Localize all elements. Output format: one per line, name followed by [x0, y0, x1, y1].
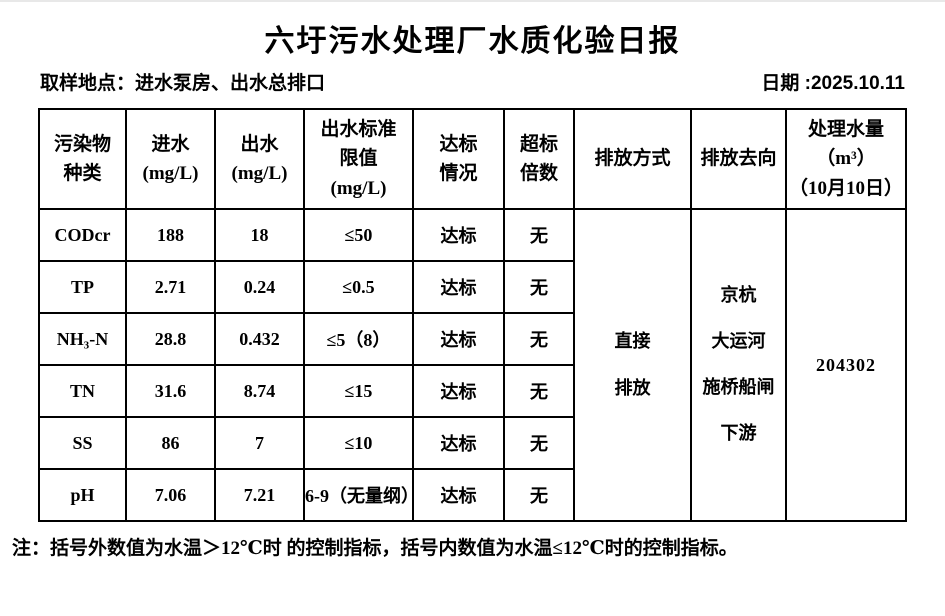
table-row-codcr: CODcr 188 18 ≤50 达标 无 直接 排放 京杭 大运河 施桥船闸 … — [38, 208, 907, 522]
table-row-tn: TN 31.6 8.74 ≤15 达标 无 — [38, 364, 906, 418]
cell-status: 达标 — [412, 468, 505, 522]
cell-limit: ≤0.5 — [303, 260, 414, 314]
col-header-effluent-limit: 出水标准 限值 (mg/L) — [303, 108, 414, 210]
cell-status: 达标 — [412, 260, 505, 314]
cell-exceedance: 无 — [503, 364, 575, 418]
cell-status: 达标 — [412, 364, 505, 418]
cell-pollutant: CODcr — [38, 208, 127, 262]
cell-limit: ≤10 — [303, 416, 414, 470]
cell-pollutant: NH₃-N — [38, 312, 127, 366]
cell-limit: ≤5（8） — [303, 312, 414, 366]
col-header-effluent: 出水 (mg/L) — [214, 108, 305, 210]
cell-pollutant: TN — [38, 364, 127, 418]
cell-pollutant: pH — [38, 468, 127, 522]
cell-pollutant: TP — [38, 260, 127, 314]
cell-exceedance: 无 — [503, 468, 575, 522]
cell-exceedance: 无 — [503, 312, 575, 366]
table-row-nh3n: NH₃-N 28.8 0.432 ≤5（8） 达标 无 — [38, 312, 906, 366]
cell-influent: 188 — [125, 208, 216, 262]
cell-effluent: 18 — [214, 208, 305, 262]
cell-effluent: 7 — [214, 416, 305, 470]
cell-influent: 31.6 — [125, 364, 216, 418]
report-title: 六圩污水处理厂水质化验日报 — [264, 25, 681, 58]
report-date-label: 日期 :2025.10.11 — [761, 73, 905, 94]
cell-exceedance: 无 — [503, 208, 575, 262]
cell-influent: 86 — [125, 416, 216, 470]
cell-status: 达标 — [412, 312, 505, 366]
header-row: 污染物 种类 进水 (mg/L) 出水 (mg/L) 出水标准 限值 (mg/L… — [38, 108, 907, 210]
cell-discharge-destination: 京杭 大运河 施桥船闸 下游 — [690, 208, 787, 522]
footnote: 注：括号外数值为水温＞12℃时 的控制指标，括号内数值为水温≤12℃时的控制指标… — [12, 538, 738, 559]
col-header-treated-water-volume: 处理水量 （m³） （10月10日） — [785, 108, 907, 210]
cell-influent: 2.71 — [125, 260, 216, 314]
table-row-ss: SS 86 7 ≤10 达标 无 — [38, 416, 906, 470]
cell-status: 达标 — [412, 416, 505, 470]
col-header-compliance-status: 达标 情况 — [412, 108, 505, 210]
cell-treated-water-volume: 204302 — [785, 208, 907, 522]
water-quality-table: 污染物 种类 进水 (mg/L) 出水 (mg/L) 出水标准 限值 (mg/L… — [38, 108, 907, 522]
cell-effluent: 7.21 — [214, 468, 305, 522]
col-header-exceedance-factor: 超标 倍数 — [503, 108, 575, 210]
cell-exceedance: 无 — [503, 416, 575, 470]
cell-limit: ≤15 — [303, 364, 414, 418]
cell-effluent: 0.24 — [214, 260, 305, 314]
table-row-tp: TP 2.71 0.24 ≤0.5 达标 无 — [38, 260, 906, 314]
col-header-influent: 进水 (mg/L) — [125, 108, 216, 210]
cell-effluent: 8.74 — [214, 364, 305, 418]
table-row-ph: pH 7.06 7.21 6-9（无量纲） 达标 无 — [38, 468, 906, 522]
cell-limit: 6-9（无量纲） — [303, 468, 414, 522]
cell-influent: 28.8 — [125, 312, 216, 366]
cell-discharge-method: 直接 排放 — [573, 208, 692, 522]
col-header-pollutant-type: 污染物 种类 — [38, 108, 127, 210]
cell-pollutant: SS — [38, 416, 127, 470]
cell-influent: 7.06 — [125, 468, 216, 522]
cell-effluent: 0.432 — [214, 312, 305, 366]
report-subheader: 取样地点：进水泵房、出水总排口 日期 :2025.10.11 — [40, 68, 905, 95]
col-header-discharge-method: 排放方式 — [573, 108, 692, 210]
cell-exceedance: 无 — [503, 260, 575, 314]
sampling-location-label: 取样地点：进水泵房、出水总排口 — [40, 73, 326, 94]
cell-status: 达标 — [412, 208, 505, 262]
col-header-discharge-destination: 排放去向 — [690, 108, 787, 210]
cell-limit: ≤50 — [303, 208, 414, 262]
